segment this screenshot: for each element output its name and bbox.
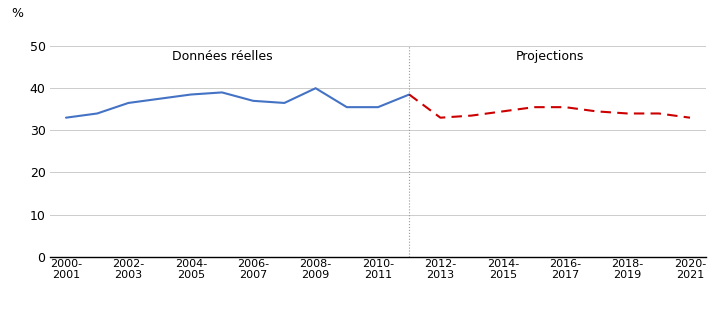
Text: Projections: Projections	[516, 50, 584, 63]
Text: %: %	[11, 8, 23, 20]
Text: Données réelles: Données réelles	[171, 50, 272, 63]
